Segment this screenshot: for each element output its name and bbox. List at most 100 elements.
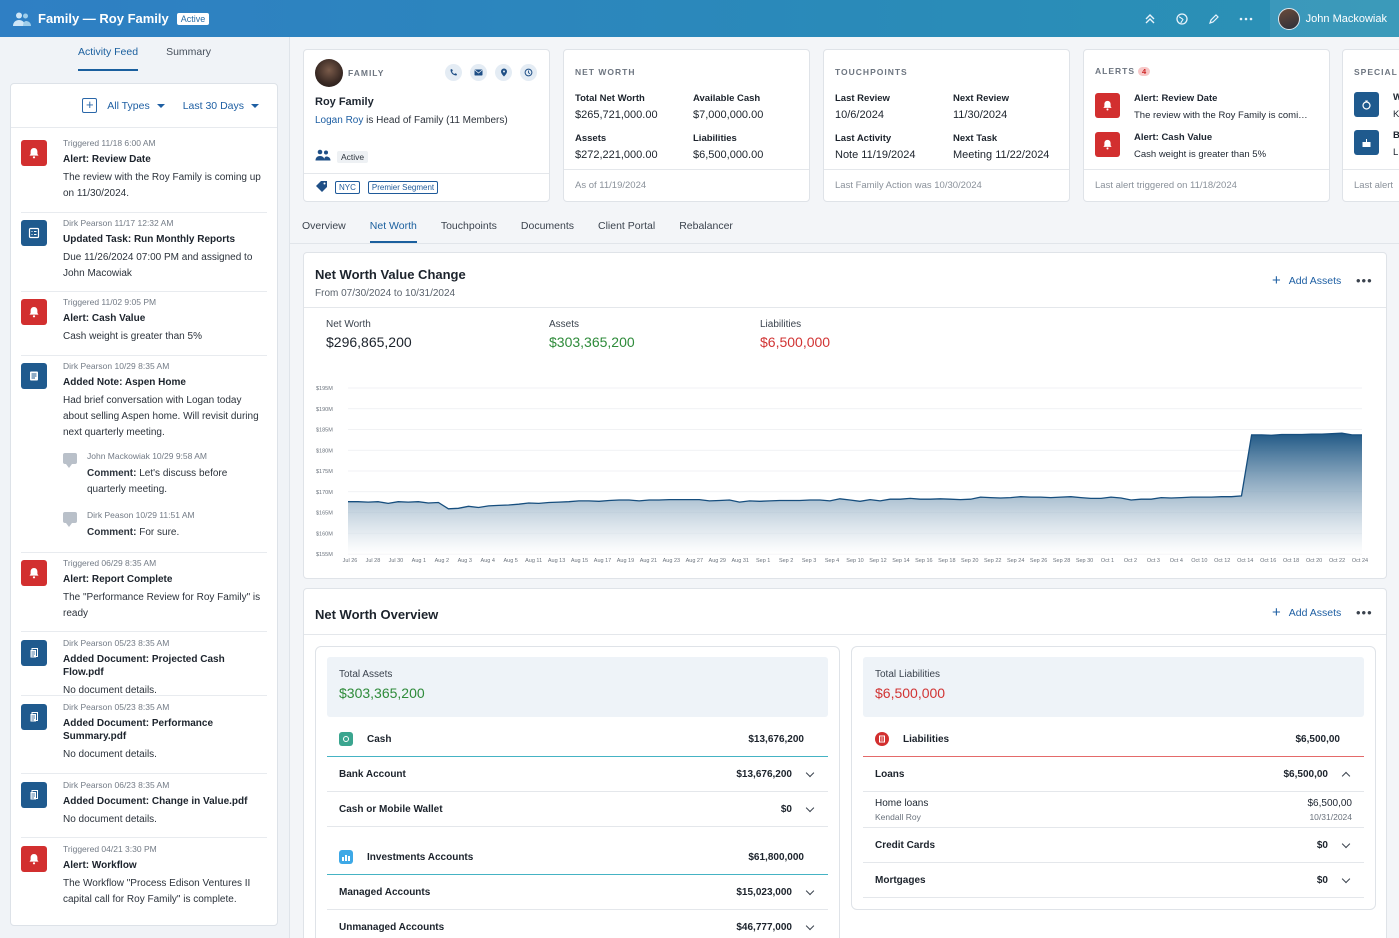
feed-item[interactable]: Dirk Pearson 05/23 8:35 AM Added Documen… — [21, 638, 267, 696]
head-of-family-link[interactable]: Logan Roy — [315, 115, 364, 126]
tab-rebalancer[interactable]: Rebalancer — [679, 220, 733, 232]
y-tick-label: $155M — [316, 552, 333, 558]
net-worth-label: NET WORTH — [575, 67, 636, 77]
more-icon[interactable]: ••• — [1356, 605, 1373, 620]
alert-title: Alert: Cash Value — [1134, 132, 1213, 143]
row-mortgages[interactable]: Mortgages $0 — [863, 863, 1364, 898]
row-credit-cards[interactable]: Credit Cards $0 — [863, 828, 1364, 863]
row-amount: $0 — [1316, 874, 1328, 886]
feed-item[interactable]: Triggered 11/18 6:00 AM Alert: Review Da… — [21, 138, 267, 213]
x-tick-label: Oct 1 — [1101, 558, 1114, 564]
y-tick-label: $160M — [316, 531, 333, 537]
history-icon[interactable] — [520, 64, 537, 81]
row-managed-accounts[interactable]: Managed Accounts $15,023,000 — [327, 875, 828, 910]
more-icon[interactable] — [1230, 0, 1262, 37]
y-tick-label: $195M — [316, 386, 333, 392]
y-tick-label: $175M — [316, 469, 333, 475]
document-icon — [21, 782, 47, 808]
available-cash-value: $7,000,000.00 — [693, 109, 764, 121]
chevron-down-icon[interactable] — [792, 803, 828, 812]
add-assets-button[interactable]: + Add Assets — [1272, 272, 1341, 289]
chevron-down-icon[interactable] — [792, 886, 828, 895]
feed-item[interactable]: Dirk Pearson 05/23 8:35 AM Added Documen… — [21, 702, 267, 774]
feed-item[interactable]: Triggered 04/21 3:30 PM Alert: Workflow … — [21, 844, 267, 924]
chevron-down-icon[interactable] — [792, 768, 828, 777]
phone-icon[interactable] — [445, 64, 462, 81]
x-tick-label: Oct 22 — [1329, 558, 1345, 564]
type-filter[interactable]: All Types — [107, 100, 176, 112]
tag-premier-segment[interactable]: Premier Segment — [367, 181, 439, 194]
special-item[interactable]: BL — [1354, 130, 1399, 158]
home-loans-owner: Kendall Roy — [875, 812, 921, 822]
row-cash-wallet[interactable]: Cash or Mobile Wallet $0 — [327, 792, 828, 827]
feed-item[interactable]: Triggered 11/02 9:05 PM Alert: Cash Valu… — [21, 297, 267, 356]
tab-client-portal[interactable]: Client Portal — [598, 220, 656, 232]
globe-icon[interactable] — [1166, 0, 1198, 37]
category-cash[interactable]: Cash $13,676,200 — [327, 722, 828, 757]
email-icon[interactable] — [470, 64, 487, 81]
x-tick-label: Aug 1 — [412, 558, 426, 564]
feed-text: The Workflow "Process Edison Ventures II… — [63, 878, 251, 905]
feed-item[interactable]: Dirk Pearson 10/29 8:35 AM Added Note: A… — [21, 361, 267, 553]
liabilities-value: $6,500,000.00 — [693, 149, 764, 161]
date-filter[interactable]: Last 30 Days — [183, 100, 259, 112]
tab-overview[interactable]: Overview — [302, 220, 346, 232]
category-amount: $13,676,200 — [748, 733, 804, 745]
special-item-title: B — [1393, 130, 1399, 141]
home-loans-amount: $6,500,00 — [1307, 798, 1353, 809]
net-worth-footer: As of 11/19/2024 — [564, 169, 809, 201]
row-amount: $6,500,00 — [1283, 768, 1329, 780]
location-icon[interactable] — [495, 64, 512, 81]
x-tick-label: Aug 29 — [709, 558, 726, 564]
collapse-up-icon[interactable] — [1134, 0, 1166, 37]
tab-net-worth[interactable]: Net Worth — [369, 216, 417, 243]
chevron-down-icon[interactable] — [1328, 839, 1364, 848]
alert-item[interactable]: Alert: Cash Value Cash weight is greater … — [1095, 132, 1266, 160]
feed-item[interactable]: Triggered 06/29 8:35 AM Alert: Report Co… — [21, 558, 267, 632]
add-assets-button[interactable]: + Add Assets — [1272, 605, 1341, 620]
investments-icon — [339, 850, 353, 864]
comment-label: Comment: — [87, 527, 137, 538]
more-icon[interactable]: ••• — [1356, 273, 1373, 288]
x-tick-label: Sep 20 — [961, 558, 978, 564]
avatar — [1277, 7, 1300, 30]
x-tick-label: Sep 14 — [892, 558, 909, 564]
tab-activity-feed[interactable]: Activity Feed — [77, 46, 139, 71]
add-icon[interactable]: + — [82, 98, 98, 113]
tab-touchpoints[interactable]: Touchpoints — [440, 220, 497, 232]
category-liabilities[interactable]: Liabilities $6,500,00 — [863, 722, 1364, 757]
special-item-text: K — [1393, 109, 1399, 120]
row-loans[interactable]: Loans $6,500,00 — [863, 757, 1364, 792]
user-menu[interactable]: John Mackowiak — [1269, 0, 1399, 37]
tab-summary[interactable]: Summary — [166, 46, 212, 58]
alert-count-badge: 4 — [1138, 67, 1151, 76]
stat-value: $6,500,000 — [760, 334, 831, 350]
feed-text: Cash weight is greater than 5% — [63, 331, 202, 342]
liabilities-label: Liabilities — [693, 133, 737, 144]
activity-feed: + All Types Last 30 Days Triggered 11/18… — [10, 83, 278, 926]
comment-label: Comment: — [87, 468, 137, 479]
x-tick-label: Oct 3 — [1147, 558, 1160, 564]
tab-documents[interactable]: Documents — [520, 220, 574, 232]
last-activity-label: Last Activity — [835, 133, 892, 144]
chevron-down-icon[interactable] — [792, 921, 828, 931]
chevron-up-icon[interactable] — [1328, 770, 1364, 780]
x-tick-label: Aug 15 — [571, 558, 588, 564]
row-unmanaged-accounts[interactable]: Unmanaged Accounts $46,777,000 — [327, 910, 828, 938]
row-bank-account[interactable]: Bank Account $13,676,200 — [327, 757, 828, 792]
activity-panel: Activity Feed Summary + All Types Last 3… — [0, 37, 290, 938]
stat-label: Liabilities — [760, 319, 802, 330]
feed-item[interactable]: Dirk Pearson 11/17 12:32 AM Updated Task… — [21, 218, 267, 292]
row-label: Cash or Mobile Wallet — [339, 803, 443, 815]
row-home-loans[interactable]: Home loans $6,500,00 Kendall Roy 10/31/202… — [863, 792, 1364, 828]
category-investments[interactable]: Investments Accounts $61,800,000 — [327, 840, 828, 875]
plus-icon: + — [1272, 272, 1281, 289]
alert-item[interactable]: Alert: Review Date The review with the Ro… — [1095, 93, 1308, 121]
tag-nyc[interactable]: NYC — [335, 181, 360, 194]
y-tick-label: $185M — [316, 428, 333, 434]
edit-icon[interactable] — [1198, 0, 1230, 37]
special-item[interactable]: WK — [1354, 92, 1399, 120]
x-tick-label: Oct 18 — [1283, 558, 1299, 564]
chevron-down-icon[interactable] — [1328, 874, 1364, 883]
feed-item[interactable]: Dirk Pearson 06/23 8:35 AM Added Documen… — [21, 780, 267, 838]
